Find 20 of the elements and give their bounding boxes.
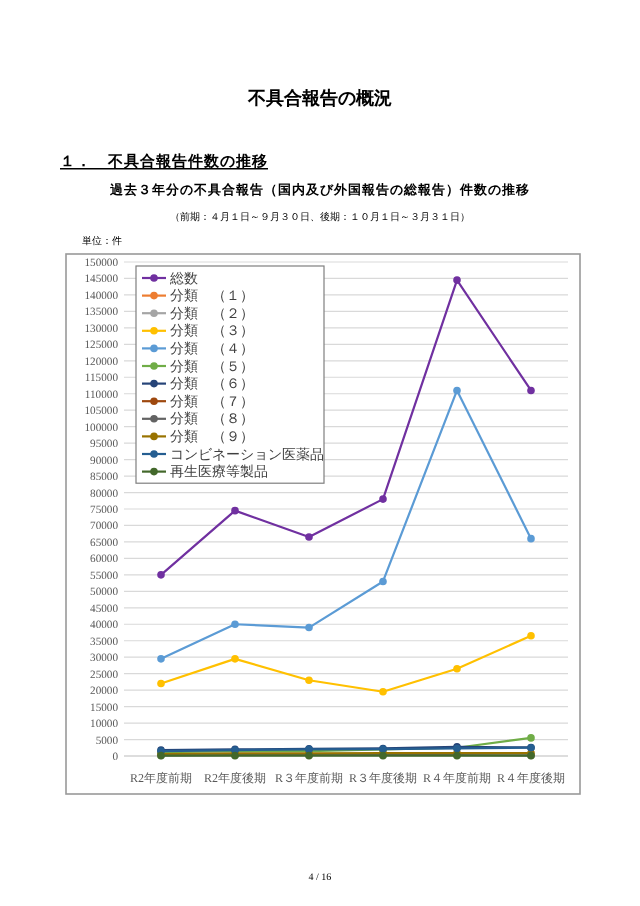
point (305, 623, 313, 632)
point (157, 571, 165, 579)
point (305, 533, 313, 541)
point (379, 495, 387, 503)
point (527, 734, 535, 742)
point (231, 506, 239, 515)
point (453, 276, 461, 284)
point (379, 687, 387, 696)
text: 不具合報告の概況 (246, 88, 392, 108)
point (157, 655, 165, 663)
point (231, 620, 239, 629)
point (527, 631, 535, 640)
point (453, 664, 461, 673)
point (305, 676, 313, 685)
point (527, 534, 535, 543)
point (527, 386, 535, 395)
point (157, 679, 165, 688)
point (231, 655, 239, 663)
point (379, 577, 387, 586)
point (453, 386, 461, 395)
